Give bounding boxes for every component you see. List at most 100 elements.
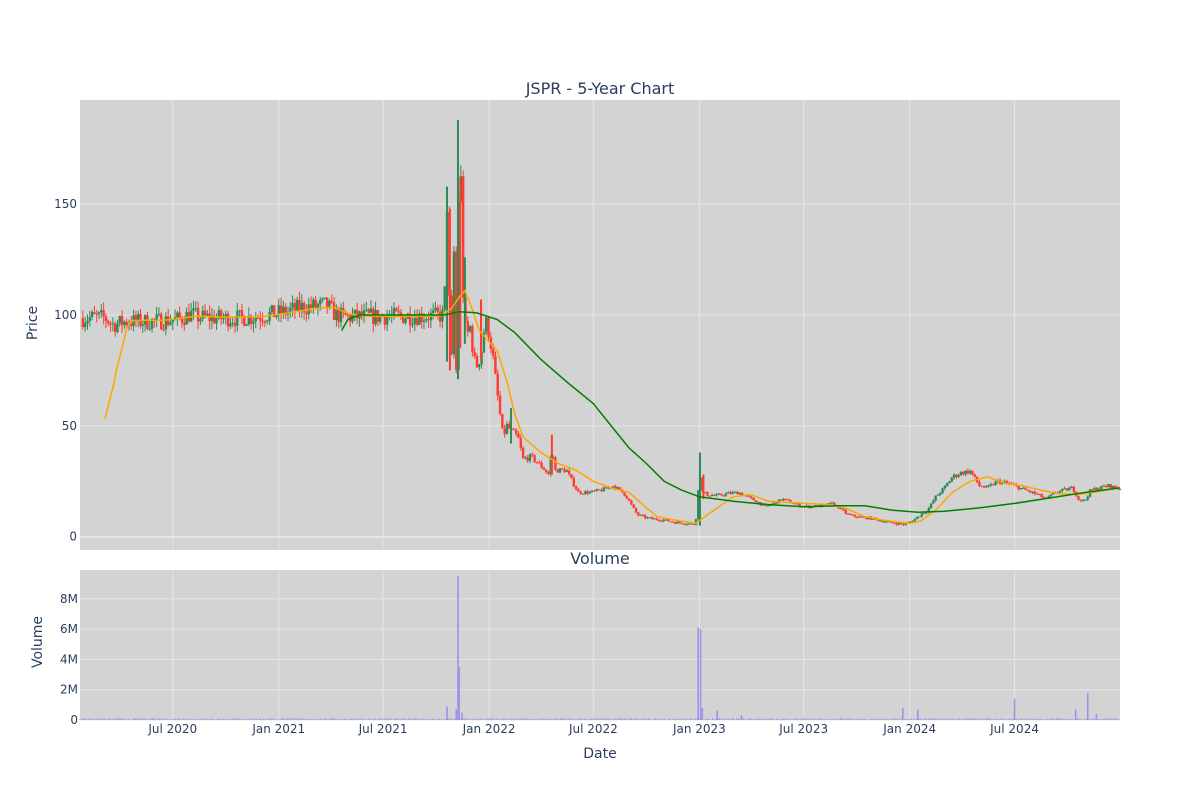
- candle-body: [650, 517, 654, 519]
- candle-body: [1049, 494, 1053, 497]
- volume-bar: [285, 719, 287, 720]
- volume-bar: [101, 718, 104, 720]
- candle-body: [952, 474, 956, 478]
- volume-bar: [475, 718, 477, 720]
- candle-body: [978, 482, 981, 486]
- candle-body: [581, 493, 585, 495]
- volume-bar: [380, 718, 382, 720]
- candle-body: [141, 324, 145, 326]
- volume-bar: [935, 718, 937, 720]
- volume-bar: [374, 718, 377, 720]
- candle-body: [155, 314, 158, 320]
- candle-body: [236, 310, 239, 326]
- volume-bar: [1066, 718, 1068, 720]
- volume-bar: [188, 718, 190, 720]
- candle-body: [487, 317, 490, 338]
- candle-body: [397, 311, 400, 313]
- x-tick-label: Jul 2021: [358, 722, 408, 736]
- volume-bar: [540, 718, 543, 720]
- candle-body: [1031, 491, 1034, 493]
- volume-bar: [881, 718, 883, 720]
- volume-bar: [637, 718, 639, 720]
- volume-bar: [527, 718, 529, 720]
- volume-bar: [449, 718, 451, 720]
- candle-body: [249, 315, 253, 324]
- volume-bar: [468, 718, 470, 720]
- volume-bar: [542, 718, 544, 720]
- volume-bar: [1068, 719, 1070, 720]
- candle-body: [627, 498, 631, 501]
- candle-body: [272, 305, 276, 318]
- candle-body: [694, 519, 698, 525]
- volume-bar: [447, 718, 449, 720]
- volume-bar: [810, 719, 812, 720]
- volume-bar: [995, 718, 997, 720]
- volume-bar: [210, 718, 212, 720]
- candle-body: [302, 302, 306, 313]
- candle-body: [715, 494, 718, 496]
- volume-bar: [957, 718, 959, 720]
- candle-body: [443, 286, 446, 310]
- volume-bar: [158, 718, 161, 720]
- volume-bar: [781, 718, 783, 720]
- volume-bar: [333, 718, 335, 720]
- volume-bar: [295, 718, 297, 720]
- candle-body: [427, 319, 430, 321]
- candle-body: [710, 495, 714, 497]
- volume-bar: [366, 719, 368, 720]
- volume-bar: [718, 718, 721, 720]
- volume-bar: [922, 719, 925, 720]
- volume-bar: [801, 718, 804, 720]
- x-tick-label: Jan 2021: [251, 722, 305, 736]
- volume-bar: [864, 718, 866, 720]
- candle-body: [95, 313, 98, 315]
- volume-bar: [355, 718, 358, 720]
- candle-body: [425, 319, 428, 321]
- candle-body: [284, 306, 287, 315]
- volume-bar: [1038, 718, 1040, 720]
- volume-bar: [1009, 718, 1011, 720]
- candle-body: [213, 315, 216, 324]
- volume-bar: [511, 718, 513, 720]
- volume-bar: [974, 718, 976, 720]
- volume-bar: [737, 718, 740, 720]
- candle-body: [517, 433, 520, 438]
- candle-body: [860, 516, 864, 518]
- volume-bar: [428, 718, 430, 720]
- volume-bar: [1050, 718, 1053, 720]
- candle-body: [164, 316, 168, 330]
- volume-bar: [954, 719, 956, 720]
- volume-bar: [487, 718, 489, 720]
- candle-body: [902, 523, 905, 525]
- volume-bar: [234, 718, 237, 720]
- volume-bar: [592, 718, 594, 720]
- volume-bar: [350, 718, 352, 720]
- volume-bar: [202, 718, 204, 720]
- volume-bar: [883, 719, 885, 720]
- candle-body: [365, 309, 368, 311]
- candle-body: [844, 510, 847, 514]
- volume-bar: [891, 718, 894, 720]
- volume-bar: [618, 718, 620, 720]
- candle-body: [383, 316, 386, 325]
- volume-bar: [324, 718, 327, 720]
- candle-body: [865, 516, 868, 520]
- candle-body: [196, 308, 200, 322]
- volume-bar: [765, 718, 767, 720]
- volume-bar: [857, 718, 859, 720]
- volume-bar: [677, 718, 679, 720]
- candle-body: [107, 320, 110, 324]
- volume-bar: [84, 718, 86, 720]
- volume-bar: [330, 718, 332, 720]
- candle-body: [830, 502, 834, 504]
- volume-bar: [407, 719, 410, 720]
- candle-body: [604, 487, 608, 489]
- volume-bar-spike: [716, 710, 719, 720]
- volume-bar: [426, 719, 429, 720]
- volume-bar: [352, 718, 354, 720]
- volume-bar: [630, 718, 633, 720]
- candle-body: [332, 302, 336, 321]
- candle-body: [282, 306, 285, 314]
- candle-body: [793, 503, 797, 505]
- volume-bar: [514, 719, 517, 720]
